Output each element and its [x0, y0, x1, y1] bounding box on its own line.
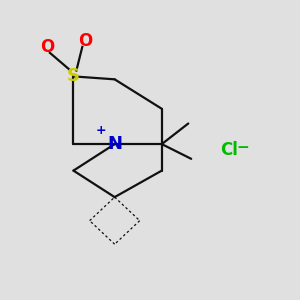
- Text: −: −: [236, 140, 249, 154]
- Text: S: S: [67, 68, 80, 85]
- Text: N: N: [107, 135, 122, 153]
- Text: +: +: [96, 124, 107, 137]
- Text: O: O: [78, 32, 92, 50]
- Text: Cl: Cl: [220, 141, 238, 159]
- Text: O: O: [40, 38, 54, 56]
